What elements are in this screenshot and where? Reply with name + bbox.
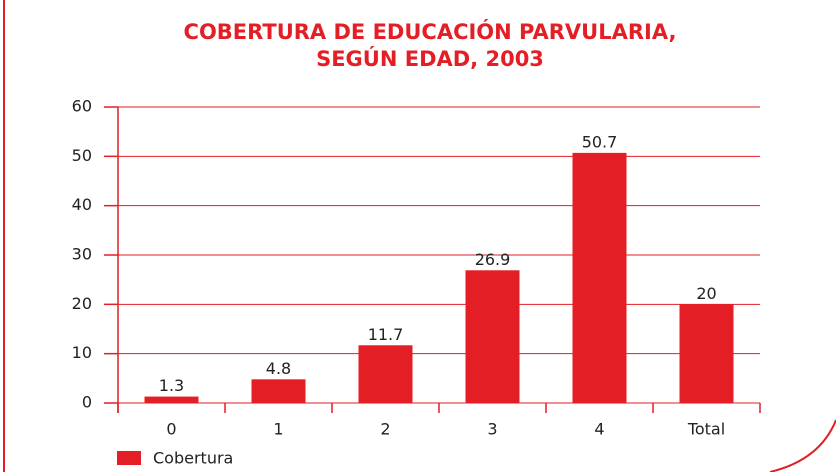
legend-label: Cobertura	[153, 449, 233, 468]
x-tick-label: 2	[380, 420, 390, 439]
bar	[465, 270, 520, 403]
data-label: 50.7	[582, 132, 618, 151]
data-label: 1.3	[159, 376, 184, 395]
x-tick-label: Total	[687, 420, 725, 439]
data-label: 26.9	[475, 250, 511, 269]
x-tick-label: 4	[594, 420, 604, 439]
bar	[144, 396, 199, 403]
data-label: 11.7	[368, 325, 404, 344]
y-tick-label: 40	[72, 195, 92, 214]
y-tick-label: 50	[72, 146, 92, 165]
x-tick-label: 0	[166, 420, 176, 439]
data-label: 20	[696, 284, 716, 303]
x-tick-label: 3	[487, 420, 497, 439]
y-tick-label: 0	[82, 393, 92, 412]
y-tick-label: 10	[72, 343, 92, 362]
y-tick-label: 30	[72, 245, 92, 264]
x-tick-label: 1	[273, 420, 283, 439]
frame-corner	[769, 419, 836, 472]
bar	[358, 345, 413, 403]
bar	[251, 379, 306, 403]
bar	[679, 304, 734, 403]
y-tick-label: 20	[72, 294, 92, 313]
bar	[572, 152, 627, 403]
y-tick-label: 60	[72, 97, 92, 116]
data-label: 4.8	[266, 359, 291, 378]
legend-swatch	[117, 451, 141, 465]
chart-title: SEGÚN EDAD, 2003	[316, 46, 544, 71]
chart-title: COBERTURA DE EDUCACIÓN PARVULARIA,	[184, 19, 677, 44]
